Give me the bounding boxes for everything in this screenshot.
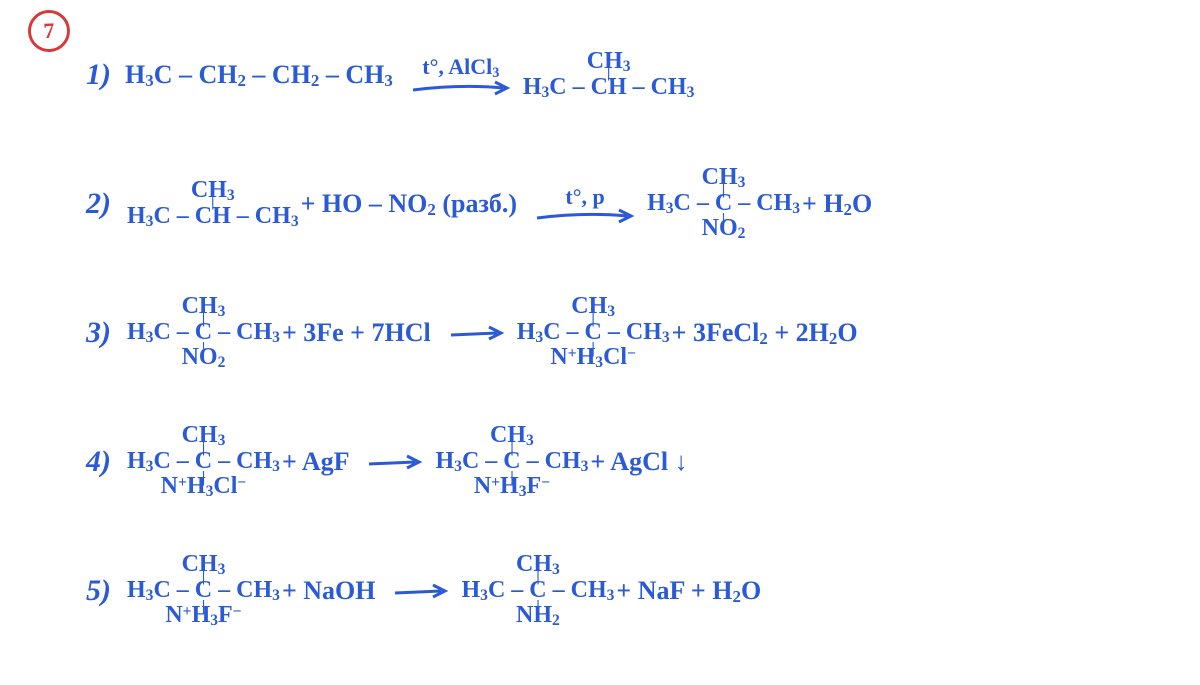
lhs-molecule: CH3 | H3C – CH – CH3 (127, 178, 299, 230)
rhs-tail: + H2O (802, 189, 872, 219)
mol-mid: H3C – CH – CH3 (127, 204, 299, 230)
equation-number: 2) (86, 187, 111, 222)
equation-row: 3) CH3 | H3C – C – CH3 | NO2 + 3Fe + 7HC… (86, 274, 1170, 392)
lhs-molecule: CH3 | H3C – C – CH3 | N+H3Cl− (127, 423, 280, 500)
arrow-icon (449, 324, 505, 342)
reaction-arrow (393, 582, 449, 600)
arrow-icon (393, 582, 449, 600)
mol-bot: NO2 (702, 216, 746, 242)
mol-bot: NO2 (182, 345, 226, 371)
mol-bot: N+H3Cl− (550, 345, 636, 371)
lhs-molecule: CH3 | H3C – C – CH3 | NO2 (127, 294, 280, 371)
lhs-molecule: CH3 | H3C – C – CH3 | N+H3F− (127, 552, 280, 629)
arrow-icon (411, 78, 511, 96)
mol-bot: N+H3F− (474, 474, 550, 500)
lhs-chain: H3C – CH2 – CH2 – CH3 (125, 60, 393, 90)
equation-row: 5) CH3 | H3C – C – CH3 | N+H3F− + NaOH C… (86, 532, 1170, 650)
equation-row: 4) CH3 | H3C – C – CH3 | N+H3Cl− + AgF C… (86, 403, 1170, 521)
equation-row: 1) H3C – CH2 – CH2 – CH3 t°, AlCl3 CH3 |… (86, 16, 1170, 134)
rhs-molecule: CH3 | H3C – C – CH3 | NO2 (647, 165, 800, 242)
equation-number: 5) (86, 574, 111, 609)
lhs-tail: + AgF (282, 447, 350, 477)
equation-number: 4) (86, 445, 111, 480)
rhs-molecule: CH3 | H3C – C – CH3 | N+H3F− (435, 423, 588, 500)
arrow-icon (367, 453, 423, 471)
equation-number: 1) (86, 58, 111, 93)
equations-container: 1) H3C – CH2 – CH2 – CH3 t°, AlCl3 CH3 |… (86, 16, 1170, 650)
rhs-molecule: CH3 | H3C – C – CH3 | NH2 (461, 552, 614, 629)
rhs-tail: + AgCl ↓ (590, 447, 687, 477)
rhs-molecule: CH3 | H3C – CH – CH3 (523, 49, 695, 101)
reaction-arrow: t°, p (535, 184, 635, 223)
equation-row: 2) CH3 | H3C – CH – CH3 + HO – NO2 (разб… (86, 145, 1170, 263)
mol-bot: N+H3Cl− (161, 474, 247, 500)
rhs-tail: + 3FeCl2 + 2H2O (672, 318, 858, 348)
badge-number: 7 (43, 18, 55, 45)
mol-bot: N+H3F− (165, 603, 241, 629)
handwritten-page: 7 1) H3C – CH2 – CH2 – CH3 t°, AlCl3 CH3… (0, 0, 1200, 685)
equation-number: 3) (86, 316, 111, 351)
lhs-tail: + 3Fe + 7HCl (282, 318, 431, 348)
lhs-tail: + NaOH (282, 576, 376, 606)
reaction-arrow (367, 453, 423, 471)
reaction-arrow (449, 324, 505, 342)
problem-number-badge: 7 (27, 9, 71, 53)
lhs-tail: + HO – NO2 (разб.) (301, 189, 517, 219)
arrow-icon (535, 206, 635, 224)
rhs-tail: + NaF + H2O (616, 576, 761, 606)
reaction-arrow: t°, AlCl3 (411, 54, 511, 95)
rhs-molecule: CH3 | H3C – C – CH3 | N+H3Cl− (517, 294, 670, 371)
mol-mid: H3C – CH – CH3 (523, 75, 695, 101)
mol-bot: NH2 (516, 603, 560, 629)
